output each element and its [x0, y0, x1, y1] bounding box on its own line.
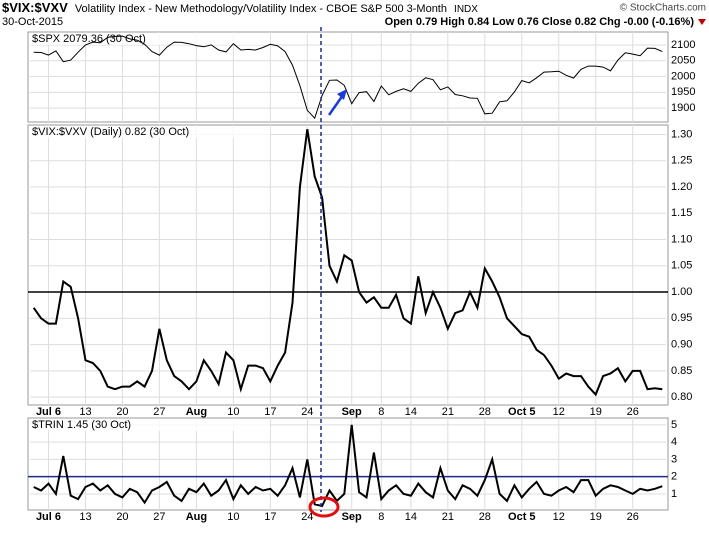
x-tick-label: 28	[479, 511, 491, 523]
x-tick-label: 17	[264, 406, 276, 418]
down-indicator	[698, 19, 706, 25]
x-tick-label: 14	[405, 511, 417, 523]
y-tick-label: 1.20	[671, 181, 692, 193]
x-tick-label: 8	[378, 406, 384, 418]
panel-frame	[27, 31, 669, 123]
y-tick-label: 0.95	[671, 312, 692, 324]
quote: Open 0.79 High 0.84 Low 0.76 Close 0.82 …	[385, 16, 695, 28]
x-tick-label: Jul 6	[36, 406, 61, 418]
y-tick-label: 1900	[671, 102, 695, 114]
title-bg	[30, 33, 270, 45]
x-tick-label: Oct 5	[508, 511, 536, 523]
y-tick-label: 1.25	[671, 155, 692, 167]
x-tick-label: 19	[590, 511, 602, 523]
x-tick-label: 13	[79, 511, 91, 523]
y-tick-label: 1.00	[671, 286, 692, 298]
x-tick-label: 27	[153, 511, 165, 523]
panel-frame	[27, 124, 669, 406]
title-bg	[30, 126, 270, 138]
panel-title: $VIX:$VXV (Daily) 0.82 (30 Oct)	[32, 126, 189, 138]
exchange: INDX	[454, 4, 478, 15]
y-tick-label: 2000	[671, 70, 695, 82]
x-tick-label: Aug	[186, 406, 207, 418]
x-tick-label: 20	[116, 406, 128, 418]
x-tick-label: 12	[553, 406, 565, 418]
x-tick-label: 12	[553, 511, 565, 523]
y-tick-label: 5	[671, 419, 677, 431]
y-tick-label: 1950	[671, 86, 695, 98]
date: 30-Oct-2015	[2, 16, 63, 28]
y-tick-label: 1.15	[671, 207, 692, 219]
panel-title: $TRIN 1.45 (30 Oct)	[32, 419, 131, 431]
x-tick-label: 10	[227, 406, 239, 418]
y-tick-label: 0.80	[671, 391, 692, 403]
x-tick-label: Sep	[342, 511, 362, 523]
data-line	[33, 35, 663, 120]
panel-frame	[27, 417, 669, 511]
x-tick-label: 17	[264, 511, 276, 523]
x-tick-label: 21	[442, 511, 454, 523]
y-tick-label: 1	[671, 488, 677, 500]
annotation-arrow	[327, 94, 345, 116]
y-tick-label: 2	[671, 471, 677, 483]
y-tick-label: 1.05	[671, 260, 692, 272]
y-tick-label: 2050	[671, 55, 695, 67]
x-tick-label: 28	[479, 406, 491, 418]
x-tick-label: 19	[590, 406, 602, 418]
header: $VIX:$VXV Volatility Index - New Methodo…	[2, 0, 478, 15]
x-tick-label: Aug	[186, 511, 207, 523]
annotation-circle	[308, 496, 340, 518]
y-tick-label: 0.90	[671, 338, 692, 350]
x-tick-label: Jul 6	[36, 511, 61, 523]
security-name: Volatility Index - New Methodology/Volat…	[75, 3, 447, 15]
data-line	[32, 129, 663, 397]
x-tick-label: 26	[627, 406, 639, 418]
title-bg	[30, 419, 270, 431]
y-tick-label: 1.30	[671, 128, 692, 140]
x-tick-label: 14	[405, 406, 417, 418]
y-tick-label: 4	[671, 436, 677, 448]
y-tick-label: 0.85	[671, 365, 692, 377]
annotation-arrowhead	[337, 89, 347, 100]
symbol: $VIX:$VXV	[2, 0, 68, 15]
data-line	[33, 424, 663, 508]
x-tick-label: Oct 5	[508, 406, 536, 418]
credit: © StockCharts.com	[620, 3, 706, 14]
y-tick-label: 1.10	[671, 233, 692, 245]
x-tick-label: 20	[116, 511, 128, 523]
x-tick-label: 10	[227, 511, 239, 523]
x-tick-label: 8	[378, 511, 384, 523]
x-tick-label: 24	[301, 406, 313, 418]
x-tick-label: 13	[79, 406, 91, 418]
x-tick-label: 21	[442, 406, 454, 418]
x-tick-label: 26	[627, 511, 639, 523]
x-tick-label: 27	[153, 406, 165, 418]
x-tick-label: 24	[301, 511, 313, 523]
y-tick-label: 2100	[671, 39, 695, 51]
y-tick-label: 3	[671, 453, 677, 465]
x-tick-label: Sep	[342, 406, 362, 418]
